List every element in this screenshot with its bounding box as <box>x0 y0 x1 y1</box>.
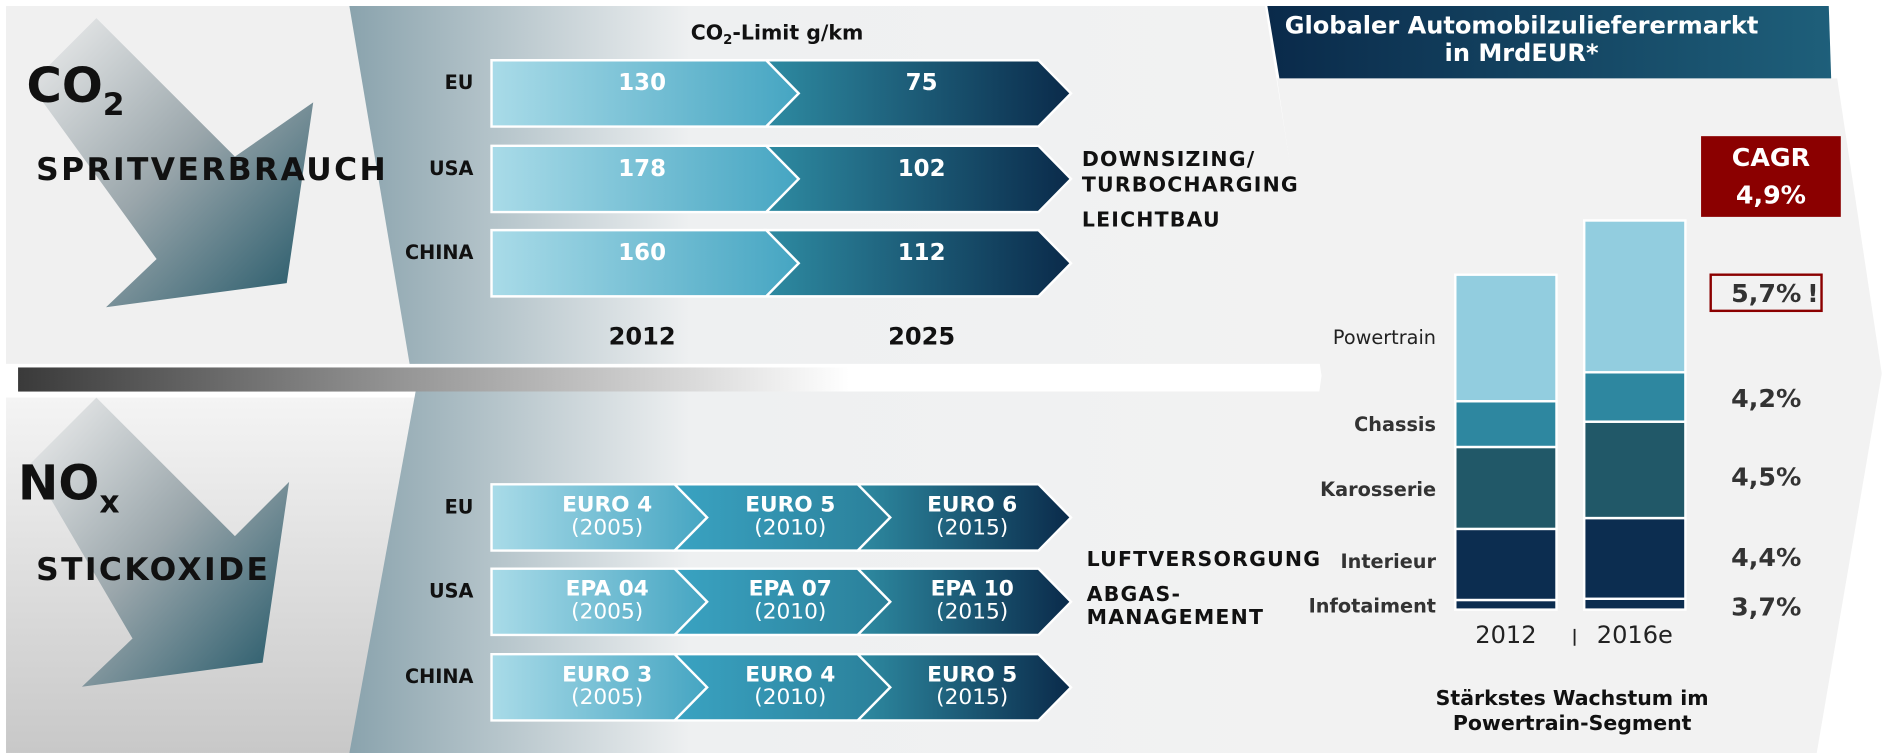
stage-year: (2010) <box>754 685 826 710</box>
bar-segment <box>1454 273 1558 403</box>
stage-name: EURO 5 <box>745 492 835 517</box>
stage-name: EURO 5 <box>927 662 1017 687</box>
legend-label: Karosserie <box>1320 478 1436 501</box>
bar-segment <box>1583 516 1687 600</box>
limit-value: 112 <box>898 240 946 266</box>
region-label: CHINA <box>405 665 474 688</box>
arrow <box>30 397 290 687</box>
measure: TURBOCHARGING <box>1082 173 1299 197</box>
cagr-label: CAGR <box>1732 143 1810 172</box>
market-title: Globaler Automobilzulieferermarkt <box>1285 12 1759 40</box>
region-label: EU <box>445 71 474 94</box>
co2-header: CO2-Limit g/km <box>691 21 864 48</box>
limit-value: 160 <box>618 240 666 266</box>
co2-label: SPRITVERBRAUCH <box>36 152 388 188</box>
limit-value: 75 <box>906 70 938 96</box>
cagr-box <box>1701 136 1841 217</box>
bar-segment <box>1583 371 1687 423</box>
bar-segment <box>1583 219 1687 374</box>
x-tick-label: 2012 <box>1475 621 1536 649</box>
footer: Powertrain-Segment <box>1453 711 1692 735</box>
bar-segment <box>1454 598 1558 611</box>
panel <box>1267 78 1882 753</box>
note: ! <box>1807 279 1819 308</box>
chevron <box>763 228 1073 298</box>
stage-year: (2010) <box>754 600 826 625</box>
stage-year: (2015) <box>936 515 1008 540</box>
stage-name: EPA 07 <box>749 577 832 602</box>
limit-value: 178 <box>618 156 666 182</box>
growth-rate: 4,4% <box>1731 543 1801 572</box>
measure: ABGAS- <box>1087 582 1182 606</box>
stage-name: EPA 04 <box>566 577 649 602</box>
growth-rate: 4,5% <box>1731 462 1801 491</box>
bar-segment <box>1583 420 1687 520</box>
limit-value: 102 <box>898 156 946 182</box>
legend-label: Powertrain <box>1333 326 1436 349</box>
growth-rate: 5,7% <box>1731 279 1801 308</box>
region-label: USA <box>429 580 474 603</box>
measure: LEICHTBAU <box>1082 207 1221 231</box>
year-label: 2025 <box>888 322 955 350</box>
measure: LUFTVERSORGUNG <box>1087 547 1322 571</box>
measure: DOWNSIZING/ <box>1082 147 1256 171</box>
chevron <box>763 144 1073 214</box>
cagr-value: 4,9% <box>1736 180 1806 209</box>
legend-label: Chassis <box>1354 413 1436 436</box>
region-label: CHINA <box>405 241 474 264</box>
stage-name: EURO 4 <box>562 492 652 517</box>
bar-segment <box>1583 597 1687 611</box>
subscript: 2 <box>723 33 732 48</box>
stage-year: (2005) <box>571 685 643 710</box>
subscript: x <box>99 485 119 521</box>
limit-value: 130 <box>618 70 666 96</box>
footer: Stärkstes Wachstum im <box>1436 686 1709 710</box>
co2-symbol: CO2 <box>27 58 125 123</box>
growth-rate: 3,7% <box>1731 592 1801 621</box>
header: CO <box>691 21 723 45</box>
stage-year: (2010) <box>754 515 826 540</box>
market-title: in MrdEUR* <box>1445 39 1599 67</box>
stage-name: EURO 4 <box>745 662 835 687</box>
nox-label: STICKOXIDE <box>36 552 270 588</box>
legend-label: Infotaiment <box>1309 595 1436 618</box>
year-label: 2012 <box>609 322 676 350</box>
stage-year: (2005) <box>571 515 643 540</box>
measure: MANAGEMENT <box>1087 605 1264 629</box>
header: -Limit g/km <box>732 21 863 45</box>
separator <box>18 367 850 392</box>
arrow <box>30 18 314 308</box>
stage-year: (2005) <box>571 600 643 625</box>
stage-name: EPA 10 <box>931 577 1014 602</box>
stage-name: EURO 6 <box>927 492 1017 517</box>
chevron <box>854 483 1073 552</box>
stage-year: (2015) <box>936 685 1008 710</box>
symbol: NO <box>18 456 99 512</box>
nox-symbol: NOx <box>18 456 119 521</box>
bar-segment <box>1454 399 1558 449</box>
bar-segment <box>1454 527 1558 602</box>
title-box <box>1267 6 1832 79</box>
chevron <box>854 567 1073 637</box>
legend-label: Interieur <box>1340 550 1436 573</box>
region-label: EU <box>445 495 474 518</box>
highlight-box <box>1709 273 1823 313</box>
stage-year: (2015) <box>936 600 1008 625</box>
chevron <box>763 59 1073 128</box>
x-tick-label: 2016e <box>1597 621 1673 649</box>
subscript: 2 <box>103 87 125 123</box>
stage-name: EURO 3 <box>562 662 652 687</box>
symbol: CO <box>27 58 103 114</box>
region-label: USA <box>429 157 474 180</box>
chevron <box>854 652 1073 722</box>
growth-rate: 4,2% <box>1731 384 1801 413</box>
bar-segment <box>1454 445 1558 531</box>
